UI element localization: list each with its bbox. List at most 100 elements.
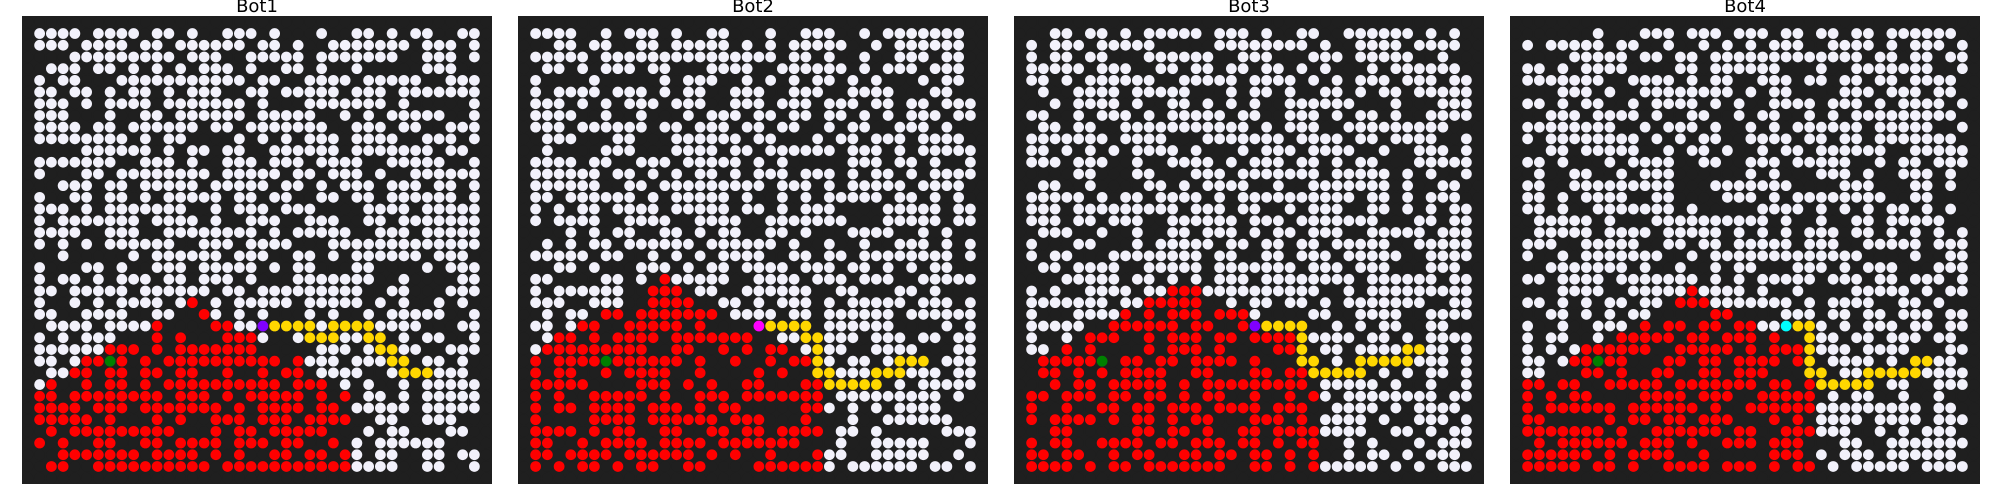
- blocked-cell: [1698, 16, 1710, 28]
- open-cell: [624, 145, 636, 156]
- fire-cell: [1167, 425, 1179, 437]
- blocked-cell: [917, 344, 929, 355]
- blocked-cell: [1108, 227, 1120, 238]
- fire-cell: [776, 425, 788, 437]
- open-cell: [210, 273, 222, 285]
- open-cell: [964, 297, 976, 309]
- fire-cell: [186, 367, 198, 379]
- blocked-cell: [280, 39, 292, 51]
- blocked-cell: [1296, 74, 1308, 86]
- blocked-cell: [1026, 86, 1038, 98]
- blocked-cell: [588, 472, 600, 484]
- path-cell: [812, 332, 824, 344]
- blocked-cell: [706, 461, 718, 472]
- fire-cell: [210, 379, 222, 390]
- open-cell: [1343, 449, 1355, 461]
- fire-cell: [1143, 297, 1155, 309]
- blocked-cell: [1557, 16, 1569, 28]
- fire-cell: [612, 461, 624, 472]
- fire-cell: [1026, 437, 1038, 449]
- fire-cell: [1249, 332, 1261, 344]
- open-cell: [1037, 344, 1049, 355]
- open-cell: [729, 308, 741, 320]
- blocked-cell: [304, 437, 316, 449]
- open-cell: [116, 273, 128, 285]
- open-cell: [1698, 28, 1710, 39]
- path-cell: [1261, 320, 1273, 332]
- open-cell: [1745, 63, 1757, 75]
- fire-cell: [1202, 437, 1214, 449]
- open-cell: [718, 63, 730, 75]
- blocked-cell: [198, 425, 210, 437]
- open-cell: [812, 133, 824, 145]
- blocked-cell: [788, 28, 800, 39]
- blocked-cell: [1308, 86, 1320, 98]
- blocked-cell: [269, 367, 281, 379]
- blocked-cell: [741, 168, 753, 180]
- blocked-cell: [776, 39, 788, 51]
- fire-cell: [104, 437, 116, 449]
- blocked-cell: [1343, 355, 1355, 367]
- fire-cell: [316, 414, 328, 426]
- open-cell: [1343, 98, 1355, 110]
- open-cell: [1331, 262, 1343, 273]
- open-cell: [553, 156, 565, 168]
- open-cell: [327, 145, 339, 156]
- blocked-cell: [1425, 180, 1437, 192]
- open-cell: [1143, 285, 1155, 297]
- fire-cell: [659, 355, 671, 367]
- open-cell: [128, 145, 140, 156]
- blocked-cell: [917, 168, 929, 180]
- fire-cell: [635, 344, 647, 355]
- fire-cell: [1225, 402, 1237, 414]
- blocked-cell: [222, 308, 234, 320]
- open-cell: [823, 262, 835, 273]
- open-cell: [186, 227, 198, 238]
- blocked-cell: [694, 16, 706, 28]
- blocked-cell: [116, 250, 128, 262]
- blocked-cell: [128, 308, 140, 320]
- open-cell: [1449, 308, 1461, 320]
- blocked-cell: [1237, 461, 1249, 472]
- blocked-cell: [1084, 63, 1096, 75]
- blocked-cell: [1202, 297, 1214, 309]
- blocked-cell: [976, 297, 988, 309]
- open-cell: [847, 285, 859, 297]
- open-cell: [445, 191, 457, 203]
- open-cell: [870, 425, 882, 437]
- blocked-cell: [374, 191, 386, 203]
- open-cell: [741, 74, 753, 86]
- open-cell: [823, 449, 835, 461]
- fire-cell: [694, 414, 706, 426]
- open-cell: [765, 145, 777, 156]
- fire-cell: [1214, 390, 1226, 402]
- open-cell: [1331, 379, 1343, 390]
- blocked-cell: [776, 308, 788, 320]
- blocked-cell: [1390, 168, 1402, 180]
- fire-cell: [45, 425, 57, 437]
- open-cell: [398, 74, 410, 86]
- open-cell: [706, 203, 718, 215]
- open-cell: [1425, 74, 1437, 86]
- open-cell: [894, 145, 906, 156]
- open-cell: [1049, 203, 1061, 215]
- blocked-cell: [92, 98, 104, 110]
- blocked-cell: [1366, 98, 1378, 110]
- blocked-cell: [374, 110, 386, 121]
- open-cell: [198, 250, 210, 262]
- open-cell: [1425, 238, 1437, 250]
- fire-cell: [1272, 414, 1284, 426]
- open-cell: [1225, 86, 1237, 98]
- blocked-cell: [1272, 449, 1284, 461]
- open-cell: [1366, 262, 1378, 273]
- open-cell: [468, 273, 480, 285]
- blocked-cell: [1155, 425, 1167, 437]
- open-cell: [1745, 39, 1757, 51]
- open-cell: [588, 191, 600, 203]
- open-cell: [671, 273, 683, 285]
- open-cell: [1096, 63, 1108, 75]
- open-cell: [1284, 297, 1296, 309]
- blocked-cell: [1425, 227, 1437, 238]
- blocked-cell: [1014, 320, 1026, 332]
- fire-cell: [741, 425, 753, 437]
